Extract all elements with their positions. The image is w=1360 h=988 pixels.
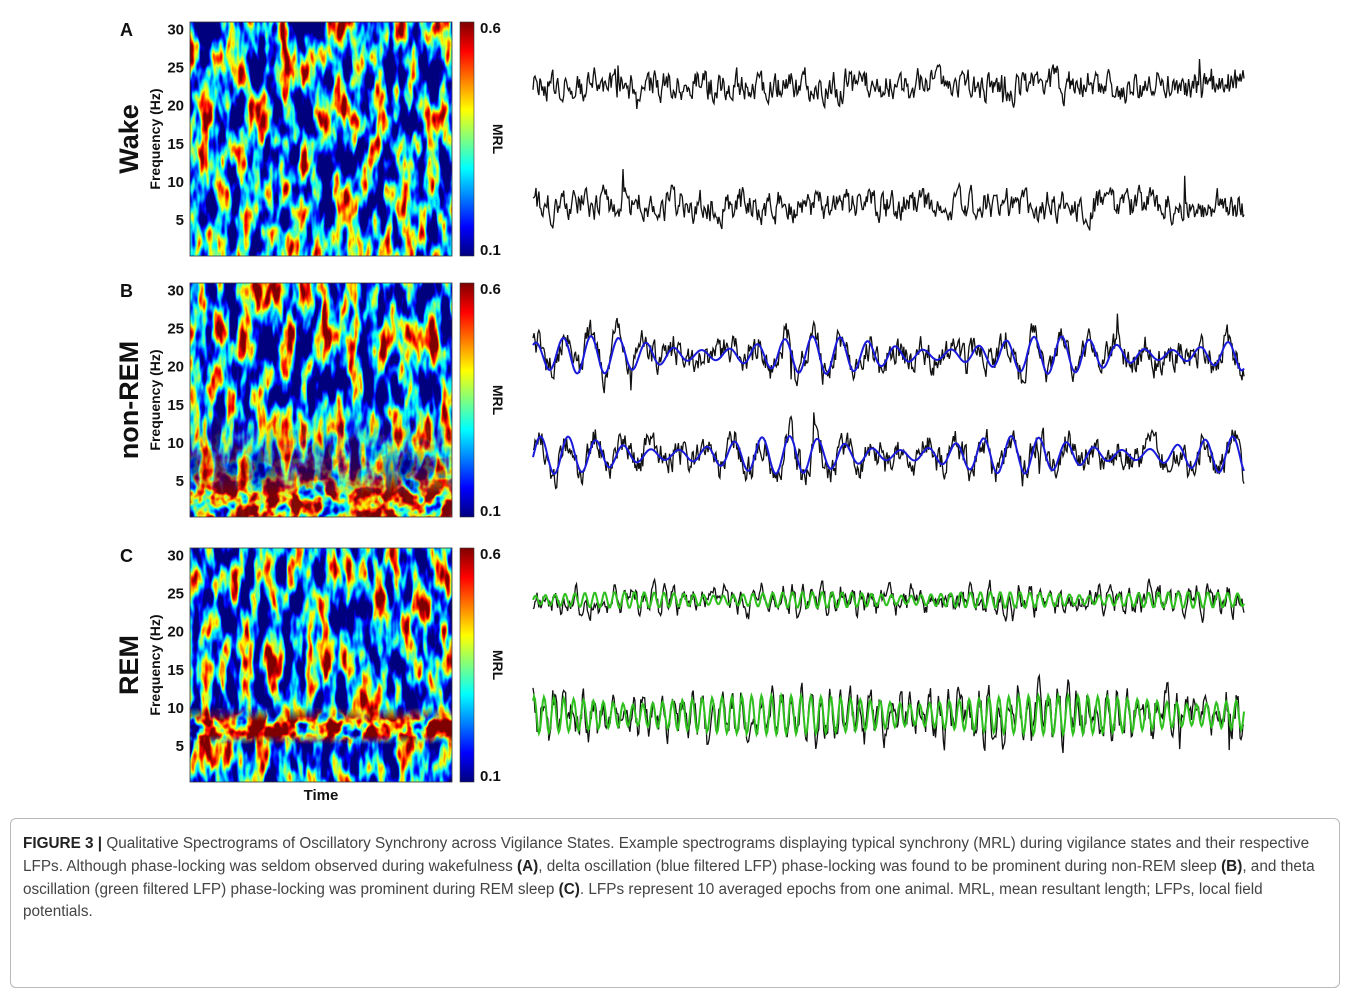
- caption-text: FIGURE 3 |: [23, 835, 103, 852]
- colorbar-label: MRL: [490, 124, 506, 155]
- colorbar-tick-label: 0.1: [480, 242, 501, 259]
- figure-caption: FIGURE 3 | Qualitative Spectrograms of O…: [10, 818, 1340, 988]
- y-tick-label: 30: [167, 22, 184, 39]
- page: A Wake Frequency (Hz) 5 10 15 20 25 30 0.1 0.6 MRL B…: [10, 20, 1340, 988]
- spectrogram-band: [190, 548, 452, 782]
- panel-letter: C: [120, 546, 133, 566]
- spectrogram-frame: [189, 547, 453, 783]
- filtered-lfp: [532, 691, 1245, 739]
- lfp-trace: [532, 58, 1245, 110]
- y-tick-label: 25: [167, 321, 184, 338]
- y-tick-label: 15: [167, 397, 184, 414]
- caption-text: Qualitative Spectrograms of Oscillatory …: [23, 835, 1310, 875]
- y-tick-label: 5: [176, 738, 184, 755]
- colorbar-label: MRL: [490, 650, 506, 681]
- x-axis-label: Time: [304, 787, 339, 804]
- filtered-lfp: [532, 335, 1245, 375]
- y-tick-label: 25: [167, 60, 184, 77]
- y-tick-label: 10: [167, 174, 184, 191]
- colorbar: [459, 282, 475, 518]
- y-tick-label: 30: [167, 548, 184, 565]
- y-tick-label: 20: [167, 98, 184, 115]
- state-label: Wake: [114, 104, 144, 174]
- y-tick-label: 5: [176, 473, 184, 490]
- caption-text: , delta oscillation (blue filtered LFP) …: [538, 857, 1222, 875]
- spectrogram-frame: [189, 21, 453, 257]
- y-tick-label: 10: [167, 435, 184, 452]
- y-axis-label: Frequency (Hz): [147, 88, 163, 189]
- y-tick-label: 30: [167, 283, 184, 300]
- lfp-trace: [532, 168, 1245, 231]
- colorbar-tick-label: 0.6: [480, 20, 501, 37]
- state-label: REM: [114, 635, 144, 695]
- colorbar: [459, 21, 475, 257]
- y-tick-label: 15: [167, 136, 184, 153]
- y-axis-label: Frequency (Hz): [147, 349, 163, 450]
- caption-text: , and theta oscillation (green filtered …: [23, 857, 1315, 898]
- panel-letter: B: [120, 281, 133, 301]
- lfp-trace: [532, 412, 1245, 490]
- spectrogram-frame: [189, 282, 453, 518]
- colorbar: [459, 547, 475, 783]
- colorbar-tick-label: 0.1: [480, 768, 501, 785]
- colorbar-tick-label: 0.1: [480, 503, 501, 520]
- colorbar-label: MRL: [490, 385, 506, 416]
- colorbar-tick-label: 0.6: [480, 281, 501, 298]
- colorbar-tick-label: 0.6: [480, 546, 501, 563]
- y-axis-label: Frequency (Hz): [147, 614, 163, 715]
- y-tick-label: 20: [167, 359, 184, 376]
- y-tick-label: 5: [176, 212, 184, 229]
- y-tick-label: 10: [167, 700, 184, 717]
- state-label: non-REM: [114, 341, 144, 459]
- y-tick-label: 25: [167, 586, 184, 603]
- caption-text: (B): [1221, 857, 1243, 875]
- panel-letter: A: [120, 20, 133, 40]
- y-tick-label: 15: [167, 662, 184, 679]
- caption-text: (C): [558, 880, 580, 898]
- caption-text: (A): [517, 857, 539, 875]
- lfp-trace: [532, 577, 1245, 623]
- spectrogram: [190, 22, 452, 256]
- caption-text: . LFPs represent 10 averaged epochs from…: [23, 880, 1263, 921]
- y-tick-label: 20: [167, 624, 184, 641]
- spectrogram-band: [190, 283, 452, 517]
- filtered-lfp: [532, 591, 1245, 609]
- filtered-lfp: [532, 435, 1245, 475]
